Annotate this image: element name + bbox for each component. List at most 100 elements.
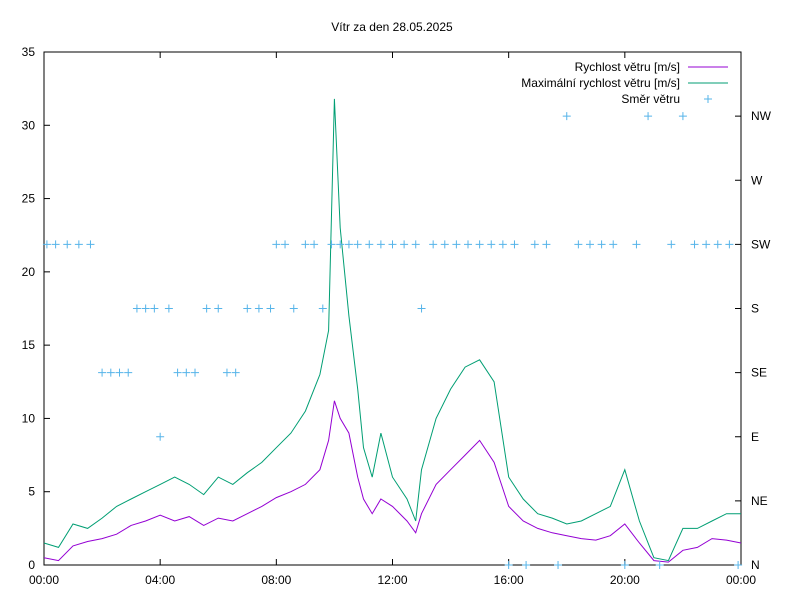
direction-point: [530, 240, 539, 249]
direction-point: [51, 240, 60, 249]
direction-point: [690, 240, 699, 249]
direction-point: [182, 368, 191, 377]
direction-point: [411, 240, 420, 249]
chart-title: Vítr za den 28.05.2025: [331, 20, 453, 34]
x-tick-label: 08:00: [261, 573, 291, 587]
x-tick-label: 04:00: [145, 573, 175, 587]
direction-point: [106, 368, 115, 377]
direction-point: [150, 304, 159, 313]
series-line-1: [43, 98, 741, 562]
direction-point: [318, 304, 327, 313]
direction-point: [42, 240, 51, 249]
direction-point: [344, 240, 353, 249]
legend-label: Rychlost větru [m/s]: [575, 60, 680, 74]
direction-point: [254, 304, 263, 313]
direction-point: [281, 240, 290, 249]
y-tick-label: 35: [22, 45, 36, 59]
direction-point: [222, 368, 231, 377]
direction-point: [243, 304, 252, 313]
y2-tick-label: SE: [751, 366, 767, 380]
series-layer: [42, 98, 743, 569]
y2-tick-label: N: [751, 558, 760, 572]
direction-point: [562, 112, 571, 121]
direction-point: [725, 240, 734, 249]
y-tick-label: 0: [28, 558, 35, 572]
direction-point: [353, 240, 362, 249]
direction-point: [376, 240, 385, 249]
direction-point: [487, 240, 496, 249]
y-tick-label: 25: [22, 192, 36, 206]
direction-point: [301, 240, 310, 249]
direction-point: [124, 368, 133, 377]
y2-tick-label: NW: [751, 109, 772, 123]
direction-point: [115, 368, 124, 377]
direction-point: [475, 240, 484, 249]
direction-point: [678, 112, 687, 121]
direction-point: [231, 368, 240, 377]
y2-tick-label: E: [751, 430, 759, 444]
direction-point: [609, 240, 618, 249]
direction-point: [713, 240, 722, 249]
direction-point: [597, 240, 606, 249]
direction-point: [98, 368, 107, 377]
direction-point: [86, 240, 95, 249]
direction-point: [327, 240, 336, 249]
direction-point: [289, 304, 298, 313]
direction-point: [542, 240, 551, 249]
direction-point: [734, 561, 743, 569]
x-tick-label: 20:00: [610, 573, 640, 587]
direction-point: [191, 368, 200, 377]
direction-point: [74, 240, 83, 249]
y-tick-label: 30: [22, 118, 36, 132]
direction-point: [272, 240, 281, 249]
direction-point: [365, 240, 374, 249]
direction-point: [63, 240, 72, 249]
direction-point: [214, 304, 223, 313]
y-tick-label: 15: [22, 338, 36, 352]
direction-point: [574, 240, 583, 249]
direction-point: [510, 240, 519, 249]
y2-tick-label: S: [751, 302, 759, 316]
direction-point: [632, 240, 641, 249]
direction-point: [417, 304, 426, 313]
direction-point: [585, 240, 594, 249]
y-tick-label: 20: [22, 265, 36, 279]
y-tick-label: 5: [28, 485, 35, 499]
direction-point: [388, 240, 397, 249]
y2-tick-label: W: [751, 173, 763, 187]
x-tick-label: 16:00: [494, 573, 524, 587]
direction-point: [620, 561, 629, 569]
direction-point: [498, 240, 507, 249]
direction-point: [310, 240, 319, 249]
series-line-0: [43, 400, 742, 563]
direction-point: [554, 561, 563, 569]
direction-point: [156, 432, 165, 441]
y2-tick-label: SW: [751, 237, 771, 251]
direction-point: [504, 561, 513, 569]
direction-point: [400, 240, 409, 249]
direction-point: [440, 240, 449, 249]
x-tick-label: 00:00: [29, 573, 59, 587]
y-tick-label: 10: [22, 411, 36, 425]
y2-tick-label: NE: [751, 494, 768, 508]
direction-point: [173, 368, 182, 377]
direction-point: [336, 240, 345, 249]
direction-point: [644, 112, 653, 121]
direction-point: [655, 561, 664, 569]
direction-point: [266, 304, 275, 313]
direction-point: [141, 304, 150, 313]
direction-point: [522, 561, 531, 569]
direction-point: [452, 240, 461, 249]
x-tick-label: 12:00: [377, 573, 407, 587]
direction-point: [202, 304, 211, 313]
direction-point: [464, 240, 473, 249]
x-tick-label: 00:00: [726, 573, 756, 587]
legend-label: Maximální rychlost větru [m/s]: [521, 76, 680, 90]
axes: 0 5 10 15 20 25 30 35 00:00 04:00 08:00 12:00 16:00 2…: [22, 45, 772, 587]
legend-label: Směr větru: [621, 92, 680, 106]
legend: Rychlost větru [m/s] Maximální rychlost v…: [521, 60, 728, 106]
direction-point: [429, 240, 438, 249]
direction-point: [667, 240, 676, 249]
direction-point: [164, 304, 173, 313]
